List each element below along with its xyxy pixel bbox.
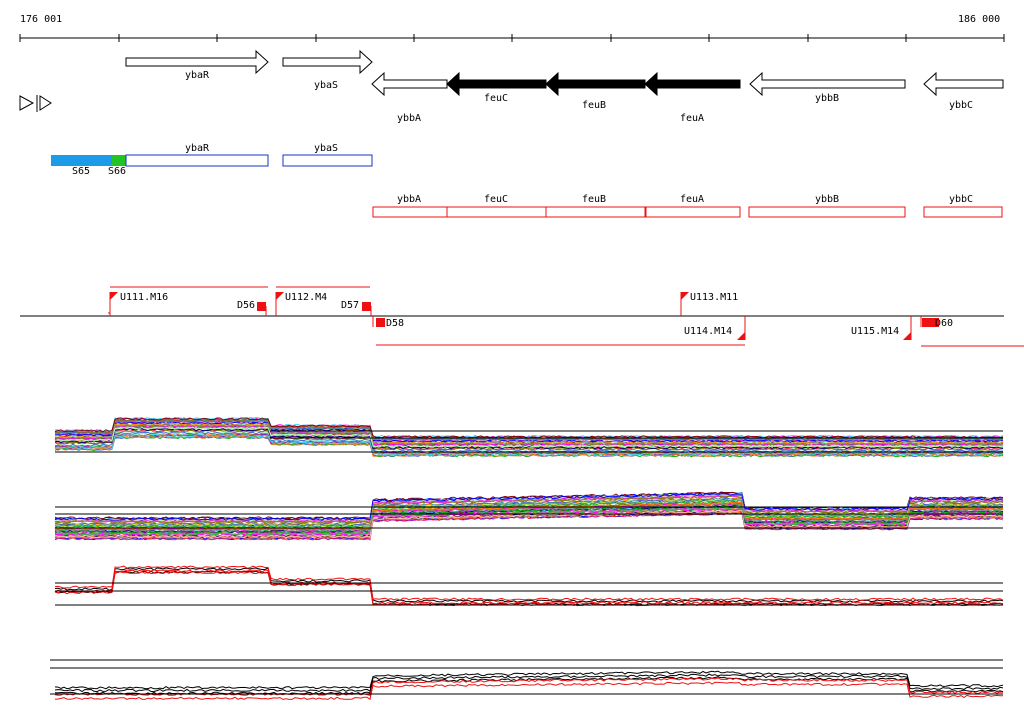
feature-track [108,286,1024,347]
segment-S66-bar [112,155,126,166]
expression-trace [54,429,1004,451]
expression-trace [54,507,1004,536]
box-label-ybaS: ybaS [314,143,339,154]
expression-trace [54,569,1004,605]
gene-arrow-feuC [446,71,547,97]
upstream-label-U115[interactable]: U115.M14 [851,326,900,337]
expression-trace [54,504,1004,533]
gene-label-feuC: feuC [484,93,509,104]
gene-label-ybbA: ybbA [397,113,422,124]
red-gene-boxes [372,206,1003,218]
feature-flag-U115 [903,316,912,340]
downstream-label-D58[interactable]: D58 [386,318,405,329]
downstream-marker [257,302,266,311]
box-label-feuB: feuB [582,194,607,205]
downstream-marker [376,318,385,327]
expression-trace [54,509,1004,539]
gene-box-feuA [645,206,741,218]
play-icon[interactable] [39,95,52,111]
downstream-marker [922,318,931,327]
downstream-label-D60[interactable]: D60 [935,318,954,329]
expression-trace [54,423,1004,446]
ruler-end-label: 186 000 [958,14,1001,25]
expression-trace [54,424,1004,446]
gene-box-ybaR [125,154,269,167]
flag-head [737,332,745,340]
flag-head [681,292,689,300]
gene-box-ybbC [923,206,1003,218]
gene-label-ybaS: ybaS [314,80,339,91]
gene-arrow-ybbC [923,71,1004,97]
play-icon[interactable] [19,95,35,111]
gene-label-feuB: feuB [582,100,607,111]
gene-arrows [125,49,1004,97]
downstream-marker [930,318,939,327]
feature-flag-U113 [680,292,689,316]
gene-box-feuB [545,206,646,218]
box-label-ybbB: ybbB [815,194,840,205]
downstream-label-D56[interactable]: D56 [237,300,256,311]
downstream-marker [362,302,371,311]
segment-S65-bar [51,155,112,166]
expression-trace [54,434,1004,456]
gene-arrow-ybaS [282,49,373,75]
expression-trace [54,417,1004,439]
segment-label-S66: S66 [108,166,127,177]
upstream-label-U113[interactable]: U113.M11 [690,292,739,303]
flag-head [110,292,118,300]
gene-label-ybbB: ybbB [815,93,840,104]
expression-trace [54,681,1004,701]
gene-label-ybaR: ybaR [185,70,210,81]
gene-arrow-feuA [644,71,741,97]
expression-trace [54,503,1004,532]
expression-trace [54,428,1004,450]
expression-trace [54,673,1004,693]
gene-arrow-ybbA [371,71,448,97]
downstream-label-D57[interactable]: D57 [341,300,360,311]
upstream-label-U111[interactable]: U111.M16 [120,292,169,303]
feature-flag-U111 [109,292,118,316]
gene-arrow-ybaR [125,49,269,75]
expression-trace [54,670,1004,690]
gene-box-ybbB [748,206,906,218]
box-label-feuC: feuC [484,194,509,205]
expression-trace [54,426,1004,448]
expression-trace [54,429,1004,451]
expression-trace [54,498,1004,528]
upstream-label-U114[interactable]: U114.M14 [684,326,733,337]
expression-plots [50,417,1004,701]
ruler-start-label: 176 001 [20,14,63,25]
feature-flag-U114 [737,316,746,340]
box-label-ybbC: ybbC [949,194,974,205]
gene-box-ybaS [282,154,373,167]
gene-arrow-ybbB [749,71,906,97]
expression-trace [54,492,1004,521]
flag-head [276,292,284,300]
expression-trace [54,498,1004,527]
expression-trace [54,677,1004,697]
expression-trace [54,676,1004,695]
segment-label-S65: S65 [72,166,91,177]
flag-head [903,332,911,340]
gene-box-ybbA [372,206,448,218]
ruler-ticks [19,34,1005,42]
expression-trace [54,504,1004,534]
feature-flag-U112 [275,292,284,316]
expression-trace [54,511,1004,541]
box-label-feuA: feuA [680,194,705,205]
gene-label-feuA: feuA [680,113,705,124]
upstream-label-U112[interactable]: U112.M4 [285,292,328,303]
box-label-ybbA: ybbA [397,194,422,205]
expression-trace [54,567,1004,603]
gene-arrow-feuB [545,71,646,97]
gene-label-ybbC: ybbC [949,100,974,111]
box-label-ybaR: ybaR [185,143,210,154]
gene-box-feuC [446,206,547,218]
expression-trace [54,565,1004,601]
